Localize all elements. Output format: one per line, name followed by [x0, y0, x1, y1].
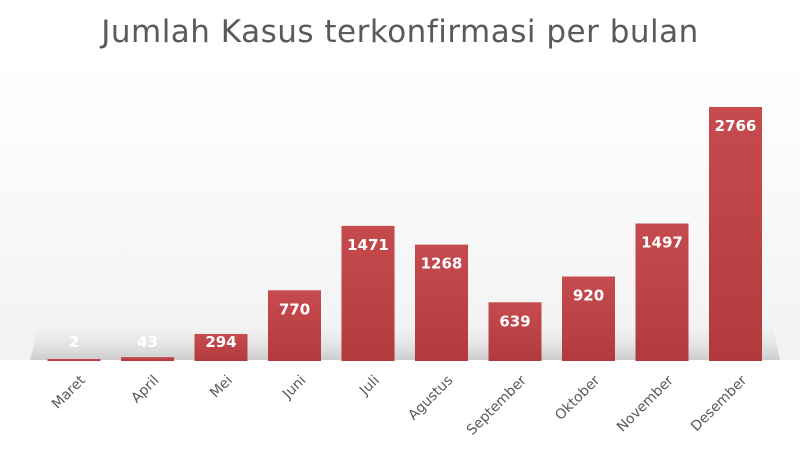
data-label-desember: 2766	[715, 117, 757, 135]
chart-title: Jumlah Kasus terkonfirmasi per bulan	[101, 14, 699, 50]
bar-maret	[47, 359, 101, 361]
data-label-maret: 2	[69, 333, 79, 351]
data-label-november: 1497	[641, 234, 683, 252]
x-tick-label-desember: Desember	[688, 372, 751, 435]
x-tick-label-juni: Juni	[279, 373, 309, 403]
x-tick-label-november: November	[614, 372, 677, 435]
x-tick-label-juli: Juli	[356, 373, 383, 400]
data-label-juni: 770	[279, 300, 310, 318]
x-tick-label-september: September	[464, 372, 530, 438]
bar-juni	[268, 290, 321, 361]
x-tick-label-agustus: Agustus	[405, 373, 456, 424]
data-label-juli: 1471	[347, 236, 389, 254]
bar-agustus	[415, 244, 468, 361]
data-label-april: 43	[137, 333, 158, 351]
bar-oktober	[562, 276, 615, 361]
data-label-agustus: 1268	[421, 255, 463, 273]
bar-mei	[194, 334, 248, 361]
x-tick-label-april: April	[128, 373, 162, 407]
x-tick-label-maret: Maret	[49, 372, 89, 412]
data-label-september: 639	[499, 312, 530, 330]
bar-juli	[341, 225, 395, 361]
bar-desember	[709, 107, 762, 361]
data-label-oktober: 920	[573, 287, 604, 305]
data-label-mei: 294	[205, 333, 236, 351]
x-tick-label-oktober: Oktober	[552, 372, 603, 423]
x-tick-label-mei: Mei	[207, 373, 236, 402]
bar-november	[635, 223, 689, 361]
bar-september	[488, 302, 542, 361]
bar-april	[121, 357, 174, 361]
